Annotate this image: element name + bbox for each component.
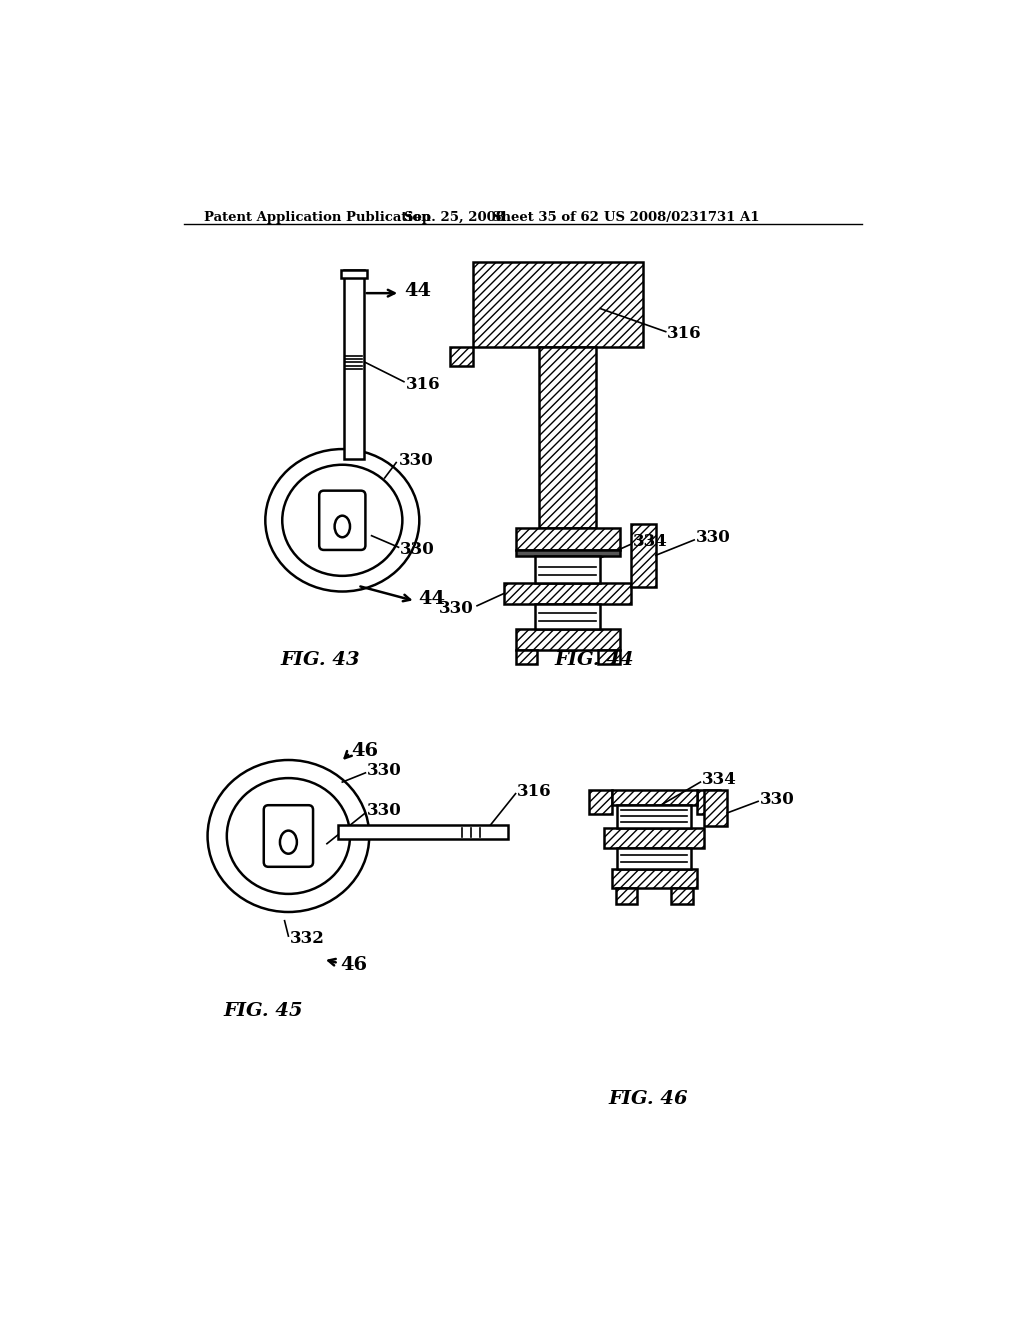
Bar [515,528,620,549]
Text: 316: 316 [517,783,552,800]
Bar [589,789,611,814]
Text: 44: 44 [418,590,444,607]
Ellipse shape [265,449,419,591]
Text: 330: 330 [695,529,730,546]
Ellipse shape [226,777,350,894]
Bar [344,271,364,459]
Text: 332: 332 [290,929,325,946]
Text: 330: 330 [438,599,473,616]
Text: Sep. 25, 2008: Sep. 25, 2008 [403,211,505,224]
Text: 44: 44 [403,282,431,300]
Text: 46: 46 [351,742,379,760]
Text: 330: 330 [760,791,795,808]
Text: FIG. 46: FIG. 46 [608,1090,687,1107]
Text: FIG. 44: FIG. 44 [554,651,634,669]
Text: 46: 46 [340,956,368,974]
Text: 330: 330 [400,541,435,558]
Text: FIG. 43: FIG. 43 [281,651,360,669]
Bar [611,869,696,888]
Ellipse shape [208,760,370,912]
Ellipse shape [280,830,297,854]
Bar [604,829,705,847]
Text: 316: 316 [668,326,701,342]
Bar [696,789,720,814]
Bar [515,628,620,651]
Text: 330: 330 [367,762,401,779]
Bar [598,651,620,664]
Bar [617,847,691,869]
Bar [339,825,508,840]
Bar [515,549,620,556]
Text: Patent Application Publication: Patent Application Publication [204,211,430,224]
Bar [504,582,631,605]
Text: 316: 316 [407,375,441,392]
Bar [617,805,691,829]
Ellipse shape [335,516,350,537]
Bar [615,888,637,904]
Bar [631,524,655,586]
Bar [539,347,596,528]
FancyBboxPatch shape [319,491,366,550]
Text: US 2008/0231731 A1: US 2008/0231731 A1 [604,211,760,224]
Text: Sheet 35 of 62: Sheet 35 of 62 [493,211,599,224]
Bar [535,556,600,582]
Text: FIG. 45: FIG. 45 [223,1002,302,1019]
Bar [473,263,643,347]
Bar [611,789,696,805]
FancyBboxPatch shape [264,805,313,867]
Bar [341,271,367,277]
Text: 330: 330 [398,451,433,469]
Ellipse shape [283,465,402,576]
Bar [671,888,692,904]
Bar [535,605,600,628]
Text: 330: 330 [367,803,401,820]
Bar [705,789,727,826]
Text: 334: 334 [633,533,668,550]
Bar [451,347,473,367]
Text: 334: 334 [701,771,736,788]
Bar [515,651,538,664]
